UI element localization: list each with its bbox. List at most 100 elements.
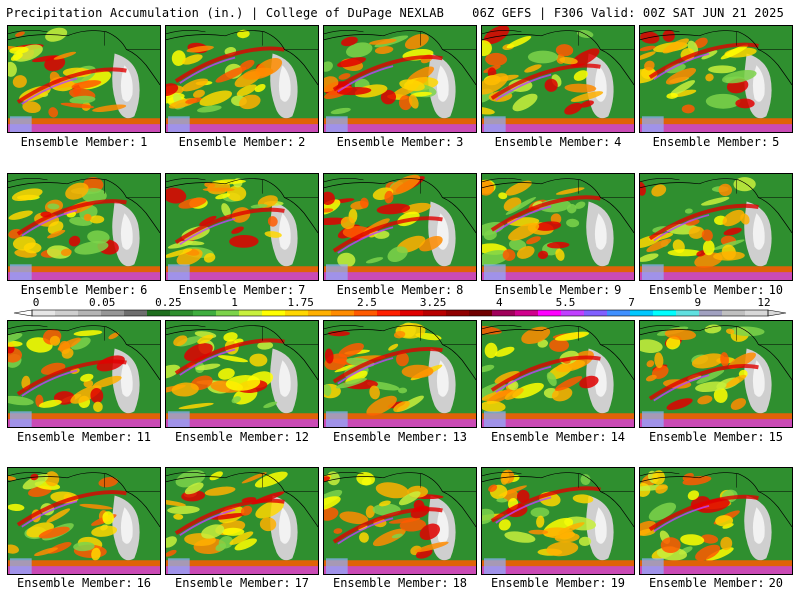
precip-blob [559, 57, 578, 65]
colorbar-swatch [377, 310, 401, 316]
precip-blob [102, 511, 114, 525]
precip-blob [718, 183, 732, 197]
coastline [640, 325, 792, 381]
precip-blob [660, 537, 681, 553]
precip-blob [346, 42, 373, 58]
precip-blob [60, 248, 72, 256]
member-number: 7 [298, 283, 306, 297]
precip-blob [166, 536, 177, 548]
precip-blob [8, 395, 34, 406]
precip-blob [380, 89, 397, 105]
precip-blob [178, 197, 207, 209]
tropical-heavy-patch [483, 116, 506, 132]
colorbar-tick-label: 9 [694, 296, 701, 309]
precip-blob [393, 330, 406, 339]
precip-blob [419, 523, 441, 541]
precip-blob [666, 92, 678, 99]
precip-blob [327, 330, 350, 337]
precip-blob [47, 203, 60, 210]
ensemble-member-caption: Ensemble Member: 14 [479, 430, 637, 444]
dry-region-core [120, 213, 133, 250]
border-line [420, 179, 476, 198]
precip-blob [555, 248, 565, 261]
coastline-asia [8, 178, 48, 183]
ensemble-map-panel [165, 467, 319, 575]
dry-region-core [278, 360, 291, 397]
storm-track-core [337, 226, 394, 254]
member-number: 19 [610, 576, 626, 590]
storm-track [174, 338, 285, 375]
precip-blob [166, 83, 179, 97]
precip-blob [70, 337, 91, 350]
precip-blob [204, 486, 236, 496]
ensemble-member-caption: Ensemble Member: 20 [637, 576, 795, 590]
dry-region-core [436, 65, 449, 102]
tropical-band-core [8, 272, 160, 280]
precip-blob [651, 184, 667, 197]
precip-blob [482, 250, 510, 266]
precip-blob [486, 388, 516, 405]
ensemble-map-panel [323, 25, 477, 133]
precip-blob [166, 499, 186, 507]
precip-blob [65, 182, 89, 200]
precip-blob [498, 192, 508, 200]
ensemble-map-panel [481, 467, 635, 575]
precip-blob [166, 364, 181, 379]
tropical-heavy-patch [641, 411, 664, 427]
coastline-asia [482, 30, 522, 35]
precip-blob [365, 257, 384, 264]
coastline-asia [324, 472, 364, 477]
precip-blob [720, 352, 729, 367]
precip-blob [326, 471, 340, 486]
precip-blob [575, 201, 586, 209]
coastline [166, 178, 318, 234]
dry-region-core [752, 507, 765, 544]
storm-track-core [653, 505, 710, 533]
precip-blob [48, 107, 59, 118]
precip-blob [564, 83, 597, 93]
coastline [640, 472, 792, 528]
ensemble-member-caption: Ensemble Member: 8 [321, 283, 479, 297]
precip-blob [387, 246, 408, 263]
precip-blob [482, 106, 495, 115]
border-line [578, 179, 634, 198]
ensemble-member-caption: Ensemble Member: 12 [163, 430, 321, 444]
precip-blob [410, 91, 432, 97]
precip-blob [203, 253, 216, 263]
precip-blob [79, 503, 113, 510]
member-number: 4 [614, 135, 622, 149]
precip-blob [324, 507, 339, 521]
precip-blob [546, 541, 579, 557]
precip-blob [494, 370, 520, 384]
precip-blob [185, 97, 203, 104]
precip-blob [333, 528, 343, 534]
precip-blob [696, 250, 707, 257]
precip-blob [391, 533, 403, 539]
colorbar-swatch [308, 310, 332, 316]
precip-blob [218, 368, 235, 380]
ensemble-map-panel [639, 173, 793, 281]
precipitation-map [8, 321, 160, 427]
precip-blob [720, 44, 749, 60]
member-label: Ensemble Member: [648, 576, 765, 590]
precip-blob [662, 29, 675, 42]
precip-blob [254, 471, 288, 488]
precip-blob [81, 188, 107, 203]
precip-blob [74, 241, 109, 255]
dry-region-core [752, 213, 765, 250]
precip-blob [648, 502, 677, 521]
dry-region-core [436, 360, 449, 397]
precip-blob [640, 339, 663, 353]
precipitation-map [324, 26, 476, 132]
precip-blob [98, 477, 119, 488]
storm-track [16, 199, 127, 236]
precipitation-map [324, 468, 476, 574]
member-label: Ensemble Member: [332, 576, 449, 590]
precip-blob [8, 210, 33, 220]
precipitation-map [166, 321, 318, 427]
dry-region-core [594, 507, 607, 544]
precip-blob [546, 241, 570, 249]
precip-blob [178, 402, 214, 410]
colorbar-tick-label: 0.05 [89, 296, 116, 309]
colorbar-swatch [607, 310, 631, 316]
